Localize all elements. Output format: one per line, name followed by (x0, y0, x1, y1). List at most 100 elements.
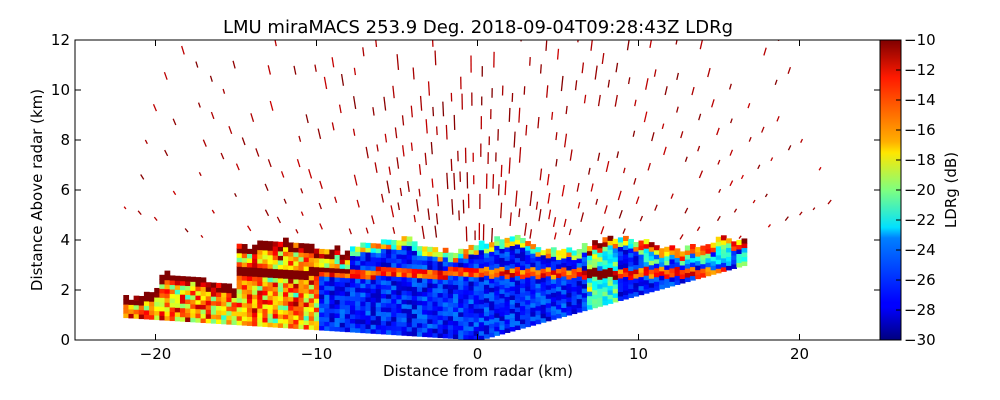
ldr-cell (334, 312, 341, 319)
ldr-cell (406, 295, 413, 301)
noise-speckle-mark (283, 198, 287, 204)
noise-speckle-mark (319, 223, 323, 230)
ldr-cell (293, 283, 300, 289)
ldr-cell (483, 333, 490, 339)
ldr-cell (530, 302, 537, 308)
ldr-cell (370, 319, 377, 325)
ldr-cell (236, 297, 243, 303)
noise-speckle-mark (211, 209, 215, 214)
ldr-cell (262, 249, 269, 255)
ldr-cell (571, 250, 578, 256)
ldr-cell (386, 307, 392, 313)
ldr-cell (530, 298, 537, 304)
ldr-cell (442, 261, 449, 267)
ldr-cell (205, 286, 212, 292)
ldr-cell (200, 290, 207, 297)
noise-speckle-mark (597, 94, 601, 107)
ldr-cell (473, 267, 480, 273)
ldr-cell (504, 323, 511, 329)
ldr-cell (293, 305, 300, 311)
ldr-cell (530, 248, 537, 254)
ldr-cell (561, 253, 567, 259)
ldr-cell (344, 304, 351, 310)
ldr-cell (277, 277, 284, 283)
ldr-cell (530, 316, 537, 322)
ldr-cell (164, 306, 171, 312)
ldr-cell (545, 302, 552, 308)
ldr-cell (262, 240, 269, 246)
ldr-cell (525, 268, 531, 274)
ldr-cell (623, 294, 629, 300)
ldr-cell (216, 282, 222, 288)
ldr-cell (664, 282, 671, 288)
ldr-cell (360, 310, 367, 316)
ldr-cell (416, 313, 423, 319)
ldr-cell (360, 314, 367, 320)
ldr-cell (195, 281, 202, 287)
ldr-cell (319, 293, 325, 300)
noise-speckle-mark (295, 228, 299, 234)
ldr-cell (437, 319, 444, 325)
ldr-cell (324, 253, 330, 259)
ldr-cell (530, 284, 537, 290)
ldr-cell (489, 309, 495, 315)
ldr-cell (252, 280, 258, 286)
ldr-cell (262, 308, 269, 314)
noise-speckle-mark (153, 216, 158, 221)
ldr-cell (653, 267, 660, 273)
noise-speckle-mark (163, 71, 168, 80)
ldr-cell (226, 315, 233, 321)
ldr-cell (468, 280, 475, 287)
ldr-cell (509, 299, 516, 305)
noise-speckle-mark (595, 198, 599, 205)
ldr-cell (396, 330, 403, 336)
ldr-cell (293, 265, 300, 271)
ldr-cell (520, 278, 526, 284)
ldr-cell (556, 277, 562, 283)
ldr-cell (401, 294, 408, 300)
ldr-cell (344, 273, 351, 279)
ldr-cell (525, 313, 531, 319)
ldr-cell (715, 245, 722, 251)
noise-speckle-mark (450, 158, 453, 172)
ldr-cell (277, 273, 284, 279)
ldr-cell (520, 287, 526, 293)
ldr-cell (179, 307, 186, 313)
ldr-cell (339, 326, 346, 332)
ldr-cell (617, 246, 624, 252)
ldr-cell (293, 319, 300, 325)
ldr-cell (473, 281, 480, 287)
noise-speckle-mark (676, 106, 679, 113)
ldr-cell (195, 286, 202, 292)
ldr-cell (581, 270, 588, 276)
ldr-cell (257, 299, 264, 305)
ldr-cell (427, 309, 434, 315)
ldr-cell (453, 302, 459, 308)
ldr-cell (520, 323, 526, 329)
colorbar-ticks: −30−28−26−24−22−20−18−16−14−12−10 (896, 31, 936, 349)
noise-speckle-mark (639, 215, 644, 222)
ldr-cell (298, 247, 305, 253)
ldr-cell (561, 248, 567, 254)
ldr-cell (210, 291, 217, 297)
noise-speckle-mark (234, 192, 237, 198)
ldr-cell (355, 314, 361, 320)
ldr-cell (154, 292, 160, 298)
ldr-cell (530, 271, 537, 277)
ldr-cell (411, 272, 418, 278)
ldr-cell (277, 241, 284, 247)
ldr-cell (288, 287, 294, 293)
ldr-cell (416, 327, 423, 333)
noise-speckle-mark (698, 170, 704, 179)
ldr-cell (664, 264, 671, 270)
ldr-cell (257, 245, 264, 251)
ldr-cell (556, 263, 562, 269)
ldr-cell (525, 295, 531, 301)
ldr-cell (319, 284, 325, 291)
ldr-cell (313, 262, 320, 268)
ldr-cell (365, 247, 372, 253)
ldr-cell (344, 295, 351, 301)
ldr-cell (370, 274, 377, 280)
ldr-cell (272, 322, 279, 328)
ldr-cell (736, 262, 743, 268)
